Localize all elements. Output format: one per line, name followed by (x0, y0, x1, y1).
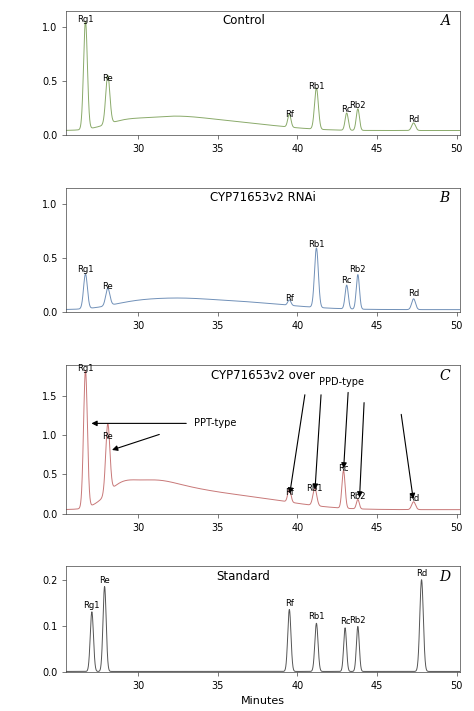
Text: Rb1: Rb1 (307, 484, 323, 493)
Text: CYP71653v2 over: CYP71653v2 over (211, 369, 315, 382)
Text: Rd: Rd (408, 115, 419, 124)
Text: Rb2: Rb2 (350, 101, 366, 110)
Text: Re: Re (99, 576, 110, 584)
Text: PPD-type: PPD-type (319, 377, 365, 387)
Text: Rb1: Rb1 (308, 240, 325, 249)
Text: PPT-type: PPT-type (194, 418, 236, 429)
Text: CYP71653v2 RNAi: CYP71653v2 RNAi (210, 191, 316, 204)
Text: Rb1: Rb1 (308, 82, 325, 90)
Text: Rg1: Rg1 (77, 364, 94, 373)
Text: Rc: Rc (340, 617, 350, 626)
Text: Rb2: Rb2 (350, 265, 366, 274)
Text: Rb1: Rb1 (308, 612, 325, 621)
Text: Rc: Rc (341, 276, 352, 285)
Text: B: B (440, 191, 450, 205)
Text: Re: Re (102, 432, 113, 442)
Text: Rg1: Rg1 (77, 15, 94, 23)
X-axis label: Minutes: Minutes (241, 697, 285, 707)
Text: Rf: Rf (285, 599, 294, 608)
Text: Re: Re (102, 282, 113, 292)
Text: Rg1: Rg1 (83, 601, 100, 610)
Text: Rd: Rd (408, 289, 419, 298)
Text: Rb2: Rb2 (350, 492, 366, 501)
Text: Rf: Rf (285, 294, 294, 303)
Text: Rg1: Rg1 (77, 265, 94, 274)
Text: Rd: Rd (408, 493, 419, 503)
Text: Rc: Rc (338, 464, 349, 473)
Text: Rc: Rc (341, 105, 352, 114)
Text: Rf: Rf (285, 488, 294, 497)
Text: Rd: Rd (416, 569, 427, 578)
Text: A: A (440, 14, 450, 28)
Text: Standard: Standard (217, 570, 270, 582)
Text: C: C (439, 369, 450, 383)
Text: Control: Control (222, 14, 265, 28)
Text: D: D (439, 570, 450, 584)
Text: Rb2: Rb2 (350, 616, 366, 625)
Text: Re: Re (102, 74, 113, 83)
Text: Rf: Rf (285, 109, 294, 119)
